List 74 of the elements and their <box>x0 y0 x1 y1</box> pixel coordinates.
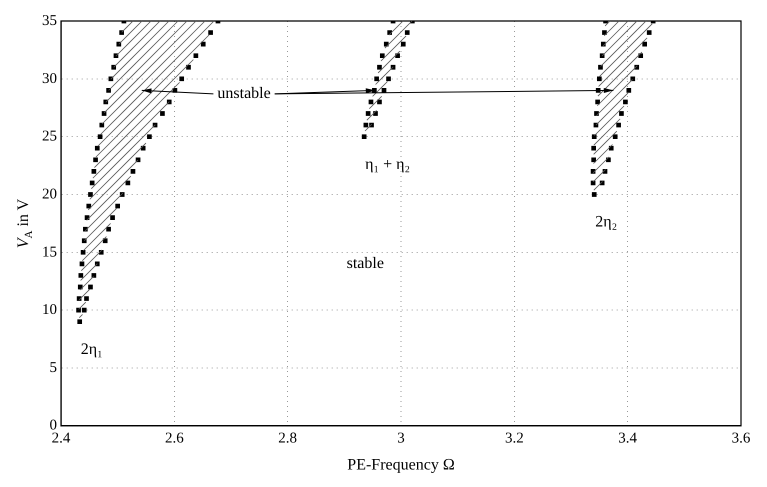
point <box>592 192 597 197</box>
point <box>362 134 367 139</box>
y-tick-label: 5 <box>50 360 57 376</box>
point <box>88 192 93 197</box>
point <box>77 319 82 324</box>
point <box>98 134 102 139</box>
x-tick-label: 2.8 <box>278 430 298 447</box>
point <box>160 111 165 116</box>
point <box>623 100 628 104</box>
point <box>377 64 382 70</box>
point <box>366 111 370 116</box>
point <box>115 204 120 208</box>
point <box>590 180 596 186</box>
point <box>130 169 136 174</box>
point <box>382 88 386 93</box>
annotation: stable <box>346 255 384 272</box>
point <box>616 122 621 128</box>
annotation: unstable <box>217 85 271 102</box>
point <box>126 180 130 186</box>
x-tick-label: 3.2 <box>504 430 524 447</box>
point <box>92 169 96 174</box>
x-tick-label: 3 <box>397 430 405 447</box>
point <box>598 64 603 70</box>
annotation: 2η₁ <box>80 340 103 358</box>
point <box>186 64 191 70</box>
x-tick-label: 3.6 <box>732 430 751 447</box>
point <box>368 100 374 104</box>
x-tick-label: 2.6 <box>164 430 184 447</box>
point <box>377 100 382 104</box>
point <box>80 250 86 255</box>
point <box>596 76 602 82</box>
y-tick-label: 25 <box>42 128 57 145</box>
x-tick-label: 3.4 <box>618 430 638 447</box>
point <box>110 215 115 220</box>
y-tick-label: 15 <box>42 244 57 260</box>
annotation: η₁ + η₂ <box>365 156 410 173</box>
y-axis-title: VA in V <box>15 198 35 248</box>
point <box>380 53 385 58</box>
point <box>82 308 87 312</box>
point <box>400 42 406 46</box>
point <box>404 30 410 35</box>
point <box>619 111 624 116</box>
point <box>200 42 206 46</box>
point <box>179 76 184 82</box>
point <box>602 30 607 35</box>
point <box>591 157 596 162</box>
point <box>88 284 93 290</box>
point <box>106 226 111 232</box>
point <box>80 262 84 266</box>
point <box>94 146 100 151</box>
y-tick-label: 20 <box>42 186 57 202</box>
annotation: 2η₂ <box>595 214 618 231</box>
point <box>78 284 83 290</box>
point <box>84 296 89 301</box>
point <box>90 180 95 186</box>
point <box>374 76 379 82</box>
point <box>194 53 198 58</box>
point <box>591 146 596 151</box>
point <box>646 30 652 35</box>
point <box>364 122 368 128</box>
y-tick-label: 30 <box>42 70 57 87</box>
point <box>386 76 391 82</box>
y-tick-label: 10 <box>42 302 57 318</box>
point <box>642 42 648 46</box>
point <box>93 157 98 162</box>
point <box>208 30 213 35</box>
point <box>595 100 600 104</box>
point <box>78 273 84 278</box>
point <box>147 134 152 139</box>
point <box>626 88 632 93</box>
y-tick-label: 35 <box>42 12 57 29</box>
point <box>86 204 92 208</box>
x-axis-title: PE-Frequency Ω <box>347 456 455 474</box>
point <box>612 134 618 139</box>
